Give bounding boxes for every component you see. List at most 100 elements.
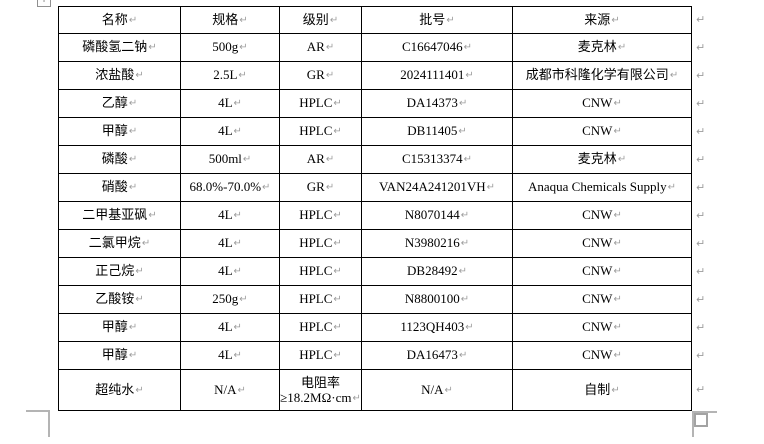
cell-text: 来源 bbox=[584, 11, 611, 27]
cell-text: CNW bbox=[582, 95, 613, 110]
table-cell[interactable]: CNW↵ bbox=[512, 341, 692, 370]
end-of-cell-mark: ↵ bbox=[128, 350, 138, 361]
end-of-cell-mark: ↵ bbox=[128, 14, 138, 26]
table-cell[interactable]: HPLC↵ bbox=[279, 285, 362, 314]
end-of-row-mark: ↵ bbox=[696, 13, 706, 26]
table-cell[interactable]: VAN24A241201VH↵ bbox=[361, 173, 513, 202]
cell-text: 成都市科隆化学有限公司 bbox=[525, 67, 669, 82]
end-of-row-mark: ↵ bbox=[696, 152, 706, 166]
table-cell[interactable]: CNW↵ bbox=[512, 257, 692, 286]
table-cell[interactable]: DB28492↵ bbox=[361, 257, 513, 286]
end-of-cell-mark: ↵ bbox=[239, 14, 248, 26]
table-cell[interactable]: 二氯甲烷↵ bbox=[58, 229, 181, 258]
table-cell[interactable]: HPLC↵ bbox=[279, 229, 362, 258]
table-cell[interactable]: N8800100↵ bbox=[361, 285, 513, 314]
table-cell[interactable]: CNW↵ bbox=[512, 229, 692, 258]
table-cell[interactable]: AR↵ bbox=[279, 145, 362, 174]
table-cell[interactable]: 甲醇↵ bbox=[58, 117, 181, 146]
header-cell[interactable]: 批号↵ bbox=[361, 6, 513, 34]
table-cell[interactable]: 1123QH403↵ bbox=[361, 313, 513, 342]
table-cell[interactable]: 4L↵ bbox=[180, 341, 280, 370]
end-of-cell-mark: ↵ bbox=[352, 392, 361, 404]
table-row: 磷酸氢二钠↵ 500g↵ AR↵ C16647046↵ 麦克林↵ bbox=[58, 33, 692, 62]
crop-mark-bottom-left-horizontal bbox=[26, 410, 50, 412]
table-cell[interactable]: Anaqua Chemicals Supply↵ bbox=[512, 173, 692, 202]
cell-text: 电阻率 ≥18.2MΩ·cm bbox=[280, 374, 352, 405]
table-cell[interactable]: 4L↵ bbox=[180, 257, 280, 286]
table-cell[interactable]: CNW↵ bbox=[512, 117, 692, 146]
table-cell[interactable]: 二甲基亚砜↵ bbox=[58, 201, 181, 230]
table-cell[interactable]: 成都市科隆化学有限公司↵ bbox=[512, 61, 692, 90]
table-cell[interactable]: 4L↵ bbox=[180, 201, 280, 230]
cell-text: N8070144 bbox=[404, 207, 460, 222]
table-cell[interactable]: 磷酸↵ bbox=[58, 145, 181, 174]
cell-text: 麦克林 bbox=[577, 39, 617, 54]
table-cell[interactable]: 4L↵ bbox=[180, 89, 280, 118]
table-cell[interactable]: C16647046↵ bbox=[361, 33, 513, 62]
table-cell[interactable]: N8070144↵ bbox=[361, 201, 513, 230]
table-cell[interactable]: 磷酸氢二钠↵ bbox=[58, 33, 181, 62]
table-cell[interactable]: N/A↵ bbox=[361, 369, 513, 411]
table-cell[interactable]: 250g↵ bbox=[180, 285, 280, 314]
table-cell[interactable]: CNW↵ bbox=[512, 201, 692, 230]
end-of-cell-mark: ↵ bbox=[148, 210, 157, 221]
table-cell[interactable]: CNW↵ bbox=[512, 313, 692, 342]
table-cell[interactable]: HPLC↵ bbox=[279, 257, 362, 286]
header-cell[interactable]: 规格↵ bbox=[180, 6, 280, 34]
table-cell[interactable]: DA14373↵ bbox=[361, 89, 513, 118]
cell-text: GR bbox=[306, 179, 325, 194]
table-cell[interactable]: N/A↵ bbox=[180, 369, 280, 411]
table-cell[interactable]: 自制↵ bbox=[512, 369, 692, 411]
table-cell[interactable]: 浓盐酸↵ bbox=[58, 61, 181, 90]
table-resize-handle[interactable] bbox=[694, 413, 708, 427]
end-of-cell-mark: ↵ bbox=[333, 322, 342, 333]
cell-text: 自制 bbox=[584, 382, 611, 397]
table-cell[interactable]: 68.0%-70.0%↵ bbox=[180, 173, 280, 202]
reagents-table: 名称↵ 规格↵ 级别↵ 批号↵ 来源↵ 磷酸氢二钠↵ 500g↵ AR↵ C16647046↵… bbox=[58, 6, 692, 411]
table-cell[interactable]: 电阻率 ≥18.2MΩ·cm↵ bbox=[279, 369, 362, 411]
table-cell[interactable]: HPLC↵ bbox=[279, 89, 362, 118]
table-cell[interactable]: 硝酸↵ bbox=[58, 173, 181, 202]
table-cell[interactable]: HPLC↵ bbox=[279, 313, 362, 342]
header-cell[interactable]: 名称↵ bbox=[58, 6, 181, 34]
table-cell[interactable]: DA16473↵ bbox=[361, 341, 513, 370]
table-cell[interactable]: CNW↵ bbox=[512, 285, 692, 314]
table-cell[interactable]: GR↵ bbox=[279, 61, 362, 90]
table-cell[interactable]: 甲醇↵ bbox=[58, 341, 181, 370]
cell-text: CNW bbox=[582, 207, 613, 222]
cell-text: 500ml bbox=[208, 151, 242, 166]
table-cell[interactable]: GR↵ bbox=[279, 173, 362, 202]
table-cell[interactable]: 甲醇↵ bbox=[58, 313, 181, 342]
table-cell[interactable]: 500ml↵ bbox=[180, 145, 280, 174]
table-cell[interactable]: HPLC↵ bbox=[279, 201, 362, 230]
table-cell[interactable]: 2024111401↵ bbox=[361, 61, 513, 90]
table-cell[interactable]: 乙酸铵↵ bbox=[58, 285, 181, 314]
cell-text: 浓盐酸 bbox=[95, 67, 135, 82]
table-cell[interactable]: CNW↵ bbox=[512, 89, 692, 118]
table-cell[interactable]: DB11405↵ bbox=[361, 117, 513, 146]
table-cell[interactable]: 4L↵ bbox=[180, 229, 280, 258]
header-cell[interactable]: 级别↵ bbox=[279, 6, 362, 34]
table-cell[interactable]: C15313374↵ bbox=[361, 145, 513, 174]
table-cell[interactable]: 麦克林↵ bbox=[512, 33, 692, 62]
table-cell[interactable]: HPLC↵ bbox=[279, 117, 362, 146]
table-move-handle[interactable]: + bbox=[37, 0, 51, 7]
table-cell[interactable]: 2.5L↵ bbox=[180, 61, 280, 90]
end-of-cell-mark: ↵ bbox=[128, 322, 138, 333]
table-cell[interactable]: HPLC↵ bbox=[279, 341, 362, 370]
end-of-cell-mark: ↵ bbox=[333, 126, 342, 137]
table-cell[interactable]: N3980216↵ bbox=[361, 229, 513, 258]
table-cell[interactable]: 乙醇↵ bbox=[58, 89, 181, 118]
table-cell[interactable]: 4L↵ bbox=[180, 117, 280, 146]
end-of-cell-mark: ↵ bbox=[613, 266, 622, 277]
end-of-cell-mark: ↵ bbox=[233, 238, 242, 249]
table-cell[interactable]: AR↵ bbox=[279, 33, 362, 62]
table-cell[interactable]: 正己烷↵ bbox=[58, 257, 181, 286]
table-cell[interactable]: 500g↵ bbox=[180, 33, 280, 62]
header-cell[interactable]: 来源↵ bbox=[512, 6, 692, 34]
table-cell[interactable]: 麦克林↵ bbox=[512, 145, 692, 174]
cell-text: CNW bbox=[582, 263, 613, 278]
end-of-cell-mark: ↵ bbox=[463, 42, 473, 53]
table-cell[interactable]: 4L↵ bbox=[180, 313, 280, 342]
table-cell[interactable]: 超纯水↵ bbox=[58, 369, 181, 411]
